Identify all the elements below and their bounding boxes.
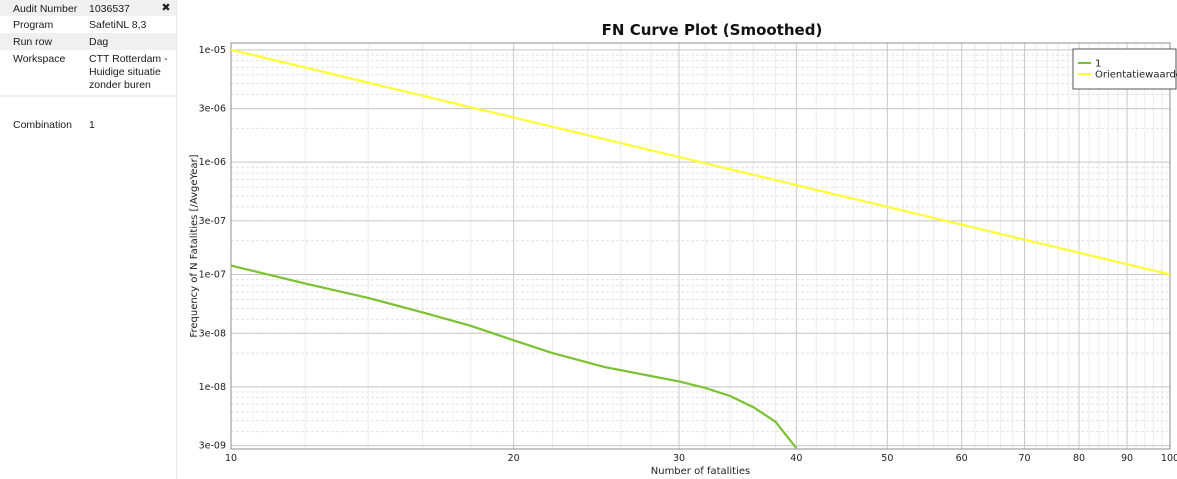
series-line-combination-1 [230, 264, 798, 449]
property-row-combination: Combination 1 [0, 116, 176, 133]
x-tick-label: 50 [881, 453, 893, 464]
property-row-run-row: Run row Dag [0, 33, 176, 50]
y-axis-label: Frequency of N Fatalities [/AvgeYear] [189, 154, 200, 337]
property-row-workspace: Workspace CTT Rotterdam - Huidige situat… [0, 50, 176, 95]
property-key: Program [13, 19, 54, 31]
x-tick-label: 30 [673, 453, 685, 464]
property-value: CTT Rotterdam - Huidige situatie zonder … [89, 53, 168, 91]
series-layer [230, 48, 1171, 449]
legend-label: Orientatiewaarde [1095, 70, 1177, 81]
x-axis-label: Number of fatalities [651, 466, 750, 477]
y-tick-label: 1e-05 [199, 45, 226, 56]
close-icon[interactable]: ✖ [161, 2, 171, 14]
property-value: 1036537 [89, 3, 130, 15]
property-row-program: Program SafetiNL 8,3 [0, 16, 176, 33]
series-line-orientatiewaarde [230, 48, 1171, 276]
chart-canvas: FN Curve Plot (Smoothed) 10 20 30 40 50 60 70 8… [189, 21, 1177, 477]
x-tick-label: 70 [1019, 453, 1031, 464]
property-row-audit-number: Audit Number 1036537 ✖ [0, 0, 176, 16]
property-key: Run row [13, 36, 53, 48]
y-tick-label: 3e-07 [199, 216, 226, 227]
property-row-separator [0, 95, 176, 97]
x-tick-label: 100 [1161, 453, 1177, 464]
y-tick-label: 1e-08 [199, 382, 226, 393]
fn-curve-chart: FN Curve Plot (Smoothed) 10 20 30 40 50 60 70 8… [177, 0, 1177, 479]
y-tick-label: 3e-08 [199, 328, 226, 339]
legend-label: 1 [1095, 59, 1101, 70]
plot-area-frame [230, 42, 1171, 450]
property-value: 1 [89, 119, 95, 131]
x-tick-label: 80 [1073, 453, 1085, 464]
y-tick-label: 3e-09 [199, 441, 226, 452]
x-tick-label: 20 [508, 453, 520, 464]
y-tick-label: 1e-07 [199, 270, 226, 281]
property-value: SafetiNL 8,3 [89, 19, 147, 31]
x-axis-ticks: 10 20 30 40 50 60 70 80 90 100 [225, 453, 1177, 464]
x-tick-label: 90 [1121, 453, 1133, 464]
x-tick-label: 60 [956, 453, 968, 464]
major-gridlines [230, 43, 1171, 449]
property-key: Combination [13, 119, 72, 131]
y-tick-label: 1e-06 [199, 157, 226, 168]
property-key: Workspace [13, 53, 66, 65]
property-value: Dag [89, 36, 109, 48]
x-tick-label: 10 [225, 453, 237, 464]
y-axis-ticks: 3e-09 1e-08 3e-08 1e-07 3e-07 1e-06 3e-06 1e-05 [199, 45, 226, 452]
legend-box [1072, 48, 1177, 90]
x-tick-label: 40 [790, 453, 802, 464]
properties-panel: Audit Number 1036537 ✖ Program SafetiNL … [0, 0, 177, 479]
y-tick-label: 3e-06 [199, 104, 226, 115]
chart-title: FN Curve Plot (Smoothed) [602, 21, 823, 39]
minor-gridlines [231, 43, 1170, 449]
property-key: Audit Number [13, 3, 78, 15]
